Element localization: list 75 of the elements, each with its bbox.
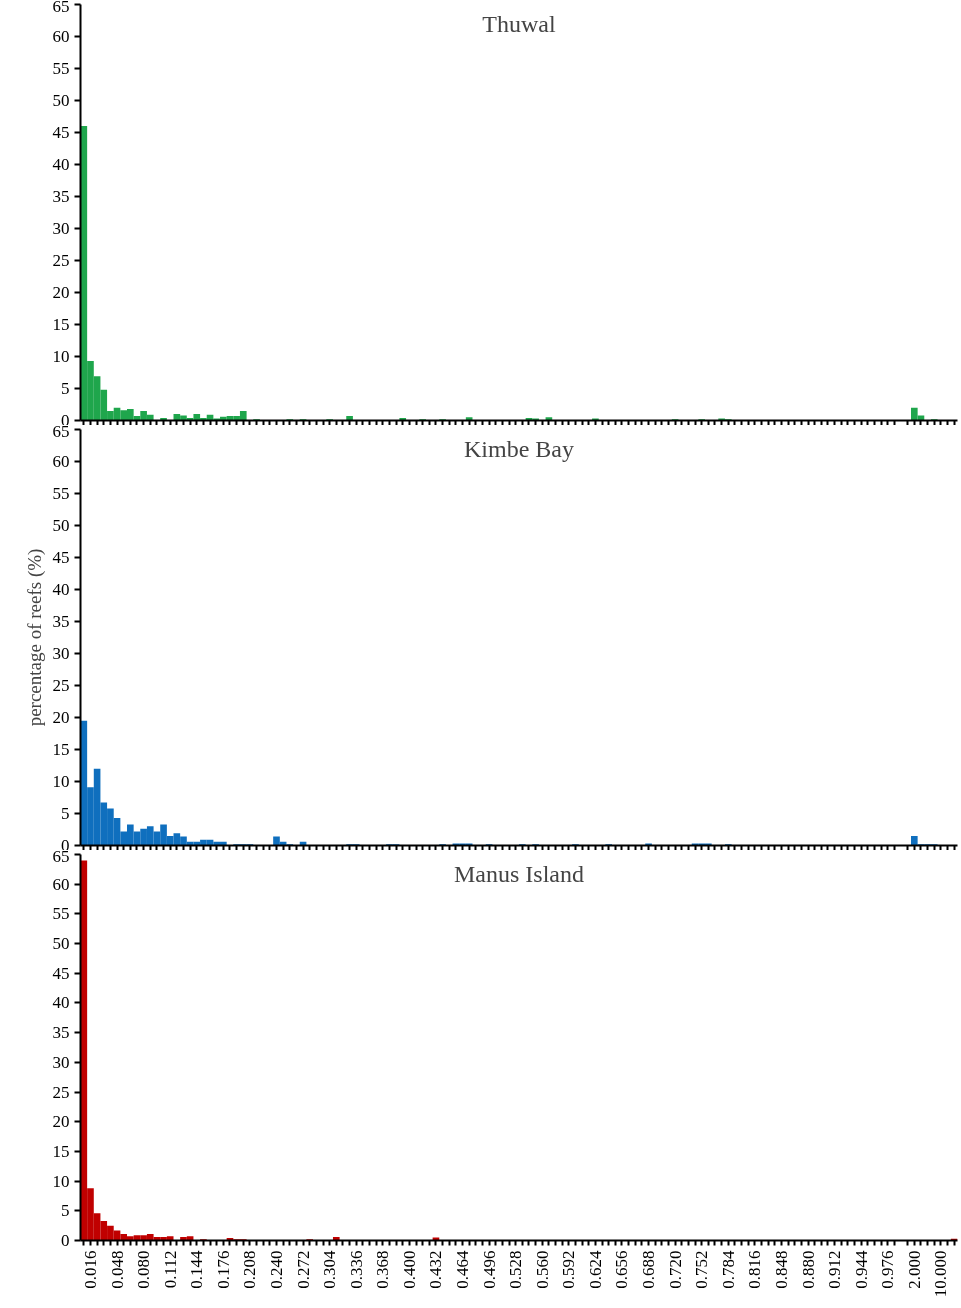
- y-tick-label: 35: [52, 612, 70, 631]
- chart-title: Thuwal: [482, 10, 556, 37]
- y-tick-label: 20: [52, 283, 70, 302]
- x-tick-label: 0.976: [878, 1250, 898, 1289]
- x-tick-label: 0.336: [346, 1250, 366, 1289]
- y-tick-label: 35: [52, 187, 70, 206]
- x-tick-label: 0.528: [506, 1250, 526, 1289]
- x-tick-label: 0.400: [399, 1250, 419, 1289]
- x-tick-label: 0.688: [639, 1250, 659, 1289]
- y-tick-label: 5: [61, 1201, 70, 1221]
- x-tick-label: 0.368: [373, 1250, 393, 1289]
- y-tick-label: 5: [61, 804, 70, 823]
- y-tick-label: 30: [52, 219, 70, 238]
- x-tick-label: 10.000: [931, 1250, 951, 1298]
- x-tick-label: 0.112: [160, 1250, 180, 1289]
- y-tick-label: 50: [52, 91, 70, 110]
- x-tick-label: 0.912: [825, 1250, 845, 1289]
- y-tick-label: 40: [52, 580, 70, 599]
- x-tick-label: 0.624: [585, 1250, 605, 1289]
- x-tick-label: 0.272: [293, 1250, 313, 1289]
- x-tick-label: 0.560: [532, 1250, 552, 1289]
- y-tick-label: 50: [52, 934, 70, 954]
- x-tick-label: 0.752: [692, 1250, 712, 1289]
- y-tick-label: 0: [61, 1231, 70, 1250]
- y-tick-label: 40: [52, 993, 70, 1013]
- y-tick-label: 45: [52, 123, 70, 142]
- x-tick-label: 0.080: [134, 1250, 154, 1289]
- y-tick-label: 10: [52, 772, 70, 791]
- x-tick-label: 2.000: [904, 1250, 924, 1289]
- x-tick-label: 0.656: [612, 1250, 632, 1289]
- chart-title: Manus Island: [454, 860, 584, 887]
- y-tick-label: 30: [52, 1052, 70, 1072]
- y-tick-label: 45: [52, 963, 70, 983]
- x-tick-label: 0.816: [745, 1250, 765, 1289]
- x-tick-label: 0.208: [240, 1250, 260, 1289]
- x-tick-label: 0.720: [665, 1250, 685, 1289]
- y-tick-label: 30: [52, 644, 70, 663]
- y-tick-label: 55: [52, 904, 70, 924]
- x-tick-label: 0.496: [479, 1250, 499, 1289]
- y-tick-label: 20: [52, 708, 70, 727]
- y-axis-title: percentage of reefs (%): [23, 548, 46, 727]
- x-tick-label: 0.240: [267, 1250, 286, 1289]
- x-tick-label: 0.464: [453, 1250, 473, 1289]
- y-tick-label: 40: [52, 155, 70, 174]
- x-tick-label: 0.016: [80, 1250, 100, 1289]
- x-tick-label: 0.432: [426, 1250, 446, 1289]
- y-tick-label: 15: [52, 315, 70, 334]
- y-tick-label: 50: [52, 516, 70, 535]
- y-tick-label: 35: [52, 1023, 70, 1043]
- y-tick-label: 5: [61, 379, 70, 398]
- x-tick-label: 0.592: [559, 1250, 579, 1289]
- x-tick-label: 0.848: [771, 1250, 791, 1289]
- x-tick-label: 0.048: [107, 1250, 127, 1289]
- y-tick-label: 25: [52, 676, 70, 695]
- chart-title: Kimbe Bay: [464, 435, 574, 462]
- x-tick-label: 0.144: [187, 1250, 207, 1289]
- y-tick-label: 60: [52, 874, 70, 894]
- x-tick-label: 0.784: [718, 1250, 738, 1289]
- y-tick-label: 60: [52, 27, 70, 46]
- y-tick-label: 55: [52, 59, 70, 78]
- y-tick-label: 10: [52, 347, 70, 366]
- x-tick-label: 0.880: [798, 1250, 818, 1289]
- y-tick-label: 10: [52, 1171, 70, 1191]
- y-tick-label: 15: [52, 740, 70, 759]
- y-tick-label: 65: [52, 0, 70, 16]
- y-tick-label: 25: [52, 251, 70, 270]
- x-tick-label: 0.304: [320, 1250, 340, 1289]
- y-tick-label: 55: [52, 484, 70, 503]
- x-tick-label: 0.944: [851, 1250, 871, 1289]
- y-tick-label: 20: [52, 1112, 70, 1132]
- y-tick-label: 15: [52, 1141, 70, 1161]
- x-tick-label: 0.176: [213, 1250, 233, 1289]
- y-tick-label: 25: [52, 1082, 70, 1102]
- y-tick-label: 45: [52, 548, 70, 567]
- y-tick-label: 60: [52, 452, 70, 471]
